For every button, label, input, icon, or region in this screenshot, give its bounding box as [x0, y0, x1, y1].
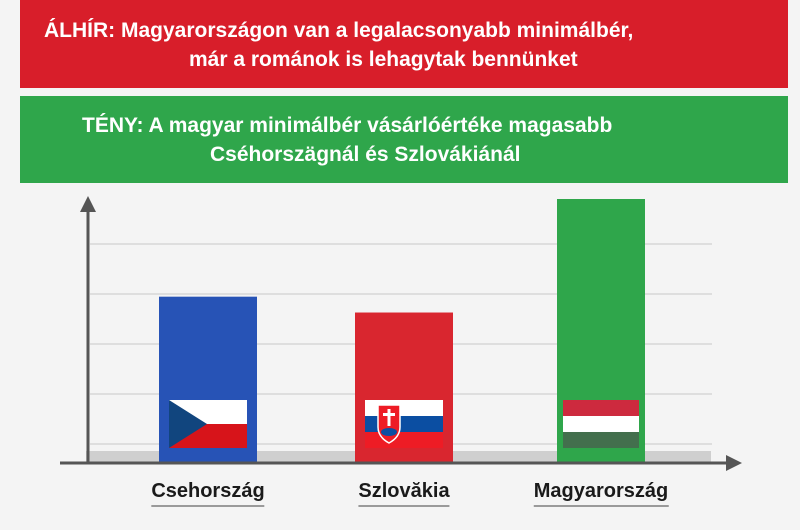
- czech-flag-icon: [169, 400, 247, 448]
- fake-news-text-1: Magyarországon van a legalacsonyabb mini…: [121, 19, 634, 42]
- slovakia-flag-icon: [365, 400, 443, 448]
- category-label: Csehország: [151, 480, 265, 507]
- fact-line-1: TÉNY: A magyar minimálbér vásárlóértéke …: [82, 111, 788, 140]
- bars: [159, 199, 645, 463]
- category-label: Szlovăkia: [358, 480, 450, 507]
- fact-text-1: A magyar minimálbér vásárlóértéke magasa…: [148, 114, 613, 137]
- fake-news-text-2: már a románok is lehagytak bennünket: [189, 48, 578, 71]
- fact-tag: TÉNY:: [82, 114, 144, 137]
- axes: [60, 196, 742, 471]
- fake-news-banner: ÁLHÍR: Magyarországon van a legalacsonya…: [20, 0, 788, 88]
- y-axis-arrow-icon: [80, 196, 96, 212]
- x-axis-arrow-icon: [726, 455, 742, 471]
- fact-text-2: Cséhorszägnál és Szlovákiánál: [210, 143, 521, 166]
- fake-news-line-1: ÁLHÍR: Magyarországon van a legalacsonya…: [44, 16, 788, 45]
- hungary-flag-icon: [563, 400, 639, 448]
- category-label: Magyarország: [533, 480, 669, 507]
- fact-banner: TÉNY: A magyar minimálbér vásárlóértéke …: [20, 96, 788, 183]
- fake-news-tag: ÁLHÍR:: [44, 19, 116, 42]
